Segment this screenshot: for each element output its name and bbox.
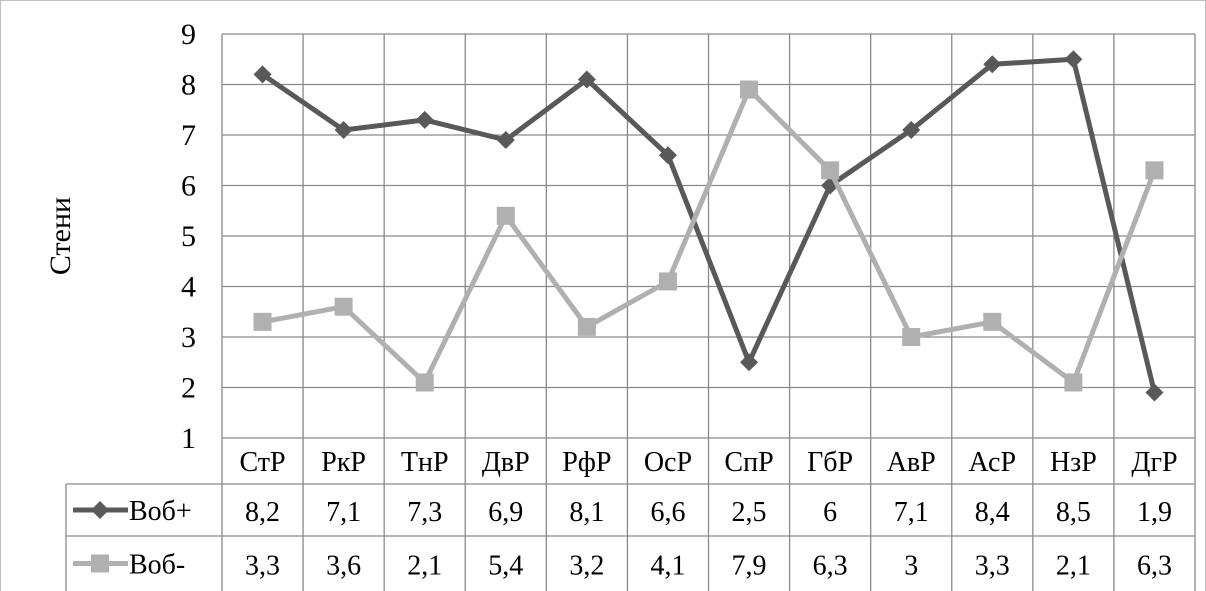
legend-key xyxy=(73,501,128,519)
data-point xyxy=(658,272,677,291)
table-value: 7,1 xyxy=(894,497,929,528)
series-2 xyxy=(253,80,1164,392)
table-value: 7,1 xyxy=(326,497,361,528)
legend-marker xyxy=(91,554,109,573)
table-value: 3,3 xyxy=(975,551,1010,582)
series-1 xyxy=(253,50,1164,402)
x-tick-label: НзР xyxy=(1050,447,1097,478)
data-point xyxy=(821,161,840,180)
table-value: 7,3 xyxy=(407,497,442,528)
data-point xyxy=(334,297,353,316)
data-point xyxy=(577,70,596,89)
data-point xyxy=(253,65,272,84)
data-point xyxy=(658,146,677,165)
y-tick-label: 4 xyxy=(181,271,196,304)
legend-key xyxy=(73,554,128,573)
data-point xyxy=(253,312,272,331)
x-tick-label: СпР xyxy=(724,447,773,478)
table-value: 5,4 xyxy=(488,551,523,582)
data-point xyxy=(577,317,596,336)
y-axis-label: Стени xyxy=(44,197,77,275)
table-value: 8,4 xyxy=(975,497,1010,528)
table-value: 4,1 xyxy=(650,551,685,582)
x-tick-label: ТнР xyxy=(401,447,449,478)
series-line xyxy=(262,87,1157,385)
series-line xyxy=(261,56,1157,394)
x-tick-label: РфР xyxy=(562,447,611,478)
x-tick-label: ДгР xyxy=(1131,447,1177,478)
data-point xyxy=(740,80,759,99)
legend-label: Воб- xyxy=(129,550,185,581)
y-tick-label: 2 xyxy=(181,372,196,405)
y-tick-label: 5 xyxy=(181,220,196,253)
table-value: 6,6 xyxy=(650,497,685,528)
table-value: 6,3 xyxy=(1137,551,1172,582)
x-tick-label: ДвР xyxy=(482,447,530,478)
legend-label: Воб+ xyxy=(129,496,192,527)
table-value: 7,9 xyxy=(732,551,767,582)
y-tick-label: 6 xyxy=(181,170,196,203)
table-value: 8,5 xyxy=(1056,497,1091,528)
data-point xyxy=(1145,383,1164,402)
y-tick-label: 8 xyxy=(181,69,196,102)
table-value: 6,3 xyxy=(813,551,848,582)
x-tick-label: ОсР xyxy=(644,447,692,478)
data-point xyxy=(983,312,1002,331)
data-point xyxy=(1064,373,1083,392)
y-tick-label: 7 xyxy=(181,119,196,152)
table-value: 3,2 xyxy=(569,551,604,582)
table-value: 8,1 xyxy=(569,497,604,528)
legend-marker xyxy=(91,501,109,519)
data-point xyxy=(496,206,515,225)
x-tick-label: АвР xyxy=(887,447,936,478)
y-tick-label: 3 xyxy=(181,321,196,354)
data-table-grid xyxy=(65,483,1195,591)
data-point xyxy=(334,120,353,139)
table-value: 1,9 xyxy=(1137,497,1172,528)
y-tick-label: 1 xyxy=(181,422,196,455)
table-value: 6,9 xyxy=(488,497,523,528)
y-tick-label: 9 xyxy=(181,18,196,51)
data-point xyxy=(902,328,921,346)
table-value: 3 xyxy=(904,551,918,582)
table-value: 8,2 xyxy=(245,497,280,528)
x-tick-label: РкР xyxy=(321,447,366,478)
data-point xyxy=(415,110,434,129)
data-point xyxy=(902,120,921,139)
table-value: 2,1 xyxy=(1056,551,1091,582)
data-point xyxy=(1145,161,1164,180)
gridlines xyxy=(221,33,1196,591)
data-point xyxy=(740,353,759,372)
table-value: 2,5 xyxy=(732,497,767,528)
series-layer xyxy=(73,50,1164,573)
data-point xyxy=(983,55,1002,74)
table-value: 3,6 xyxy=(326,551,361,582)
x-tick-label: СтР xyxy=(239,447,285,478)
table-value: 3,3 xyxy=(245,551,280,582)
table-value: 2,1 xyxy=(407,551,442,582)
data-point xyxy=(1064,50,1083,69)
x-tick-label: АсР xyxy=(969,447,1017,478)
text-layer: Стени 1 2 3 4 5 6 7 8 9 СтР РкР ТнР ДвР РфР ОсР СпР ГбР А… xyxy=(44,18,1178,582)
data-point xyxy=(415,373,434,392)
table-value: 6 xyxy=(823,497,837,528)
data-point xyxy=(496,131,515,150)
x-tick-label: ГбР xyxy=(807,447,853,478)
